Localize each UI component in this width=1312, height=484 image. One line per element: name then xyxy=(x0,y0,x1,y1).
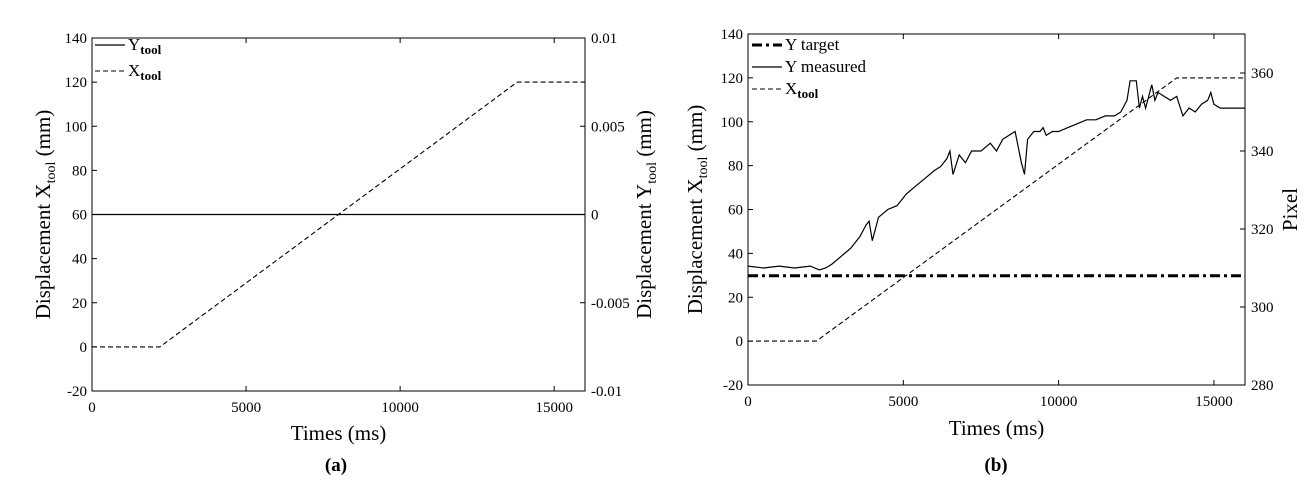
panel-a-x-axis-title: Times (ms) xyxy=(291,421,387,445)
panel-a-x-tick-label: 10000 xyxy=(381,400,419,416)
panel-a-y-tick-label: 140 xyxy=(65,31,88,47)
panel-b-x-tick-label: 15000 xyxy=(1195,394,1233,410)
panel-b-y2-tick-label: 280 xyxy=(1251,378,1274,394)
panel-a-y2-tick-label: 0.005 xyxy=(591,119,625,135)
panel-b-x-axis-title: Times (ms) xyxy=(949,416,1045,440)
panel-a-legend-entry: Ytool xyxy=(128,35,162,57)
panel-b-y-tick-label: 100 xyxy=(721,115,744,131)
panel-a-y-tick-label: 80 xyxy=(72,163,87,179)
panel-a-y-tick-label: 60 xyxy=(72,208,87,224)
panel-b-y2-tick-label: 360 xyxy=(1251,66,1274,82)
panel-a-y2-axis-title-sub: tool xyxy=(645,162,660,184)
panel-b-y-axis-title-main: Displacement X xyxy=(683,178,707,314)
panel-b-y-tick-label: 40 xyxy=(728,246,743,262)
panel-b-legend-sub: tool xyxy=(797,86,818,101)
panel-b-y-tick-label: 80 xyxy=(728,159,743,175)
panel-a-x-tick-label: 5000 xyxy=(231,400,261,416)
panel-b-y2-tick-label: 340 xyxy=(1251,144,1274,160)
panel-a-y-tick-label: 0 xyxy=(80,340,88,356)
panel-a-y-axis-title-unit: (mm) xyxy=(31,110,55,162)
panel-b-legend-entry: Xtool xyxy=(785,79,819,101)
panel-b-y-tick-label: 0 xyxy=(736,334,744,350)
panel-b-legend-name: Y target xyxy=(785,35,840,54)
panel-a-legend-sub: tool xyxy=(140,68,161,83)
panel-a-y-axis-title: Displacement Xtool (mm) xyxy=(31,110,59,320)
panel-b-series-x-tool-line xyxy=(748,77,1245,342)
panel-a-y-axis-title-main: Displacement X xyxy=(31,183,55,319)
panel-a-y-axis-title-sub: tool xyxy=(44,162,59,184)
panel-a-y2-tick-label: 0 xyxy=(591,208,599,224)
panel-a-legend-name: Y xyxy=(128,35,140,54)
panel-a-y-tick-label: 120 xyxy=(65,75,88,91)
panel-b-y-tick-label: 120 xyxy=(721,71,744,87)
panel-a-y-tick-label: 40 xyxy=(72,252,87,268)
panel-b-x-tick-label: 5000 xyxy=(888,394,918,410)
panel-b-y2-tick-label: 300 xyxy=(1251,300,1274,316)
panel-a-legend-name: X xyxy=(128,61,140,80)
panel-a-y-tick-label: 20 xyxy=(72,296,87,312)
panel-a-series-x-tool-line xyxy=(92,81,585,348)
panel-b-y-tick-label: 60 xyxy=(728,203,743,219)
panel-b-y-axis-title-unit: (mm) xyxy=(683,105,707,157)
panel-b-y-tick-label: 20 xyxy=(728,290,743,306)
panel-a-legend-sub: tool xyxy=(140,42,161,57)
panel-b-y-tick-label: 140 xyxy=(721,27,744,43)
panel-b-y2-axis-title-main: Pixel xyxy=(1278,188,1302,231)
panel-b-caption: (b) xyxy=(984,455,1007,476)
panel-b-y-axis-title: Displacement Xtool (mm) xyxy=(683,105,711,315)
panel-b-x-tick-label: 10000 xyxy=(1040,394,1078,410)
panel-a-legend-entry: Xtool xyxy=(128,61,162,83)
panel-a-y2-tick-label: -0.01 xyxy=(591,384,622,400)
panel-b-x-tick-label: 0 xyxy=(744,394,752,410)
panel-a-x-tick-label: 15000 xyxy=(535,400,573,416)
panel-b-y2-axis-title: Pixel xyxy=(1278,188,1302,231)
panel-a-y2-axis-title-main: Displacement Y xyxy=(632,184,656,319)
panel-a-caption: (a) xyxy=(325,455,347,476)
panel-b-y2-tick-label: 320 xyxy=(1251,222,1274,238)
panel-a-y-tick-label: 100 xyxy=(65,119,88,135)
panel-a-y2-axis-title-unit: (mm) xyxy=(632,110,656,162)
panel-a-x-tick-label: 0 xyxy=(88,400,96,416)
panel-a-y2-axis-title: Displacement Ytool (mm) xyxy=(632,110,660,319)
panel-b-series-y-measured-line xyxy=(747,80,1245,271)
panel-b-legend-entry: Y measured xyxy=(785,57,867,76)
panel-b-legend-entry: Y target xyxy=(785,35,840,54)
panel-b-y-tick-label: -20 xyxy=(723,378,743,394)
panel-b-y-axis-title-sub: tool xyxy=(696,157,711,179)
panel-b-legend-name: X xyxy=(785,79,797,98)
panel-a-y2-tick-label: -0.005 xyxy=(591,296,630,312)
panel-a-y-tick-label: -20 xyxy=(67,384,87,400)
panel-a-y2-tick-label: 0.01 xyxy=(591,31,617,47)
panel-b-legend-name: Y measured xyxy=(785,57,867,76)
